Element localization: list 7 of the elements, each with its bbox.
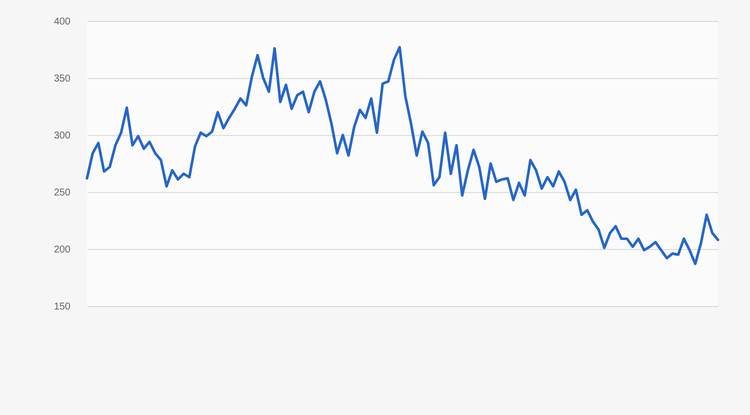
y-tick-label: 250 <box>54 188 71 198</box>
y-tick-label: 200 <box>54 244 71 256</box>
line-series <box>86 46 720 266</box>
y-tick-label: 150 <box>54 302 71 312</box>
y-tick-label: 400 <box>54 16 71 28</box>
y-tick-label: 300 <box>54 130 71 142</box>
y-tick-label: 350 <box>54 74 71 84</box>
